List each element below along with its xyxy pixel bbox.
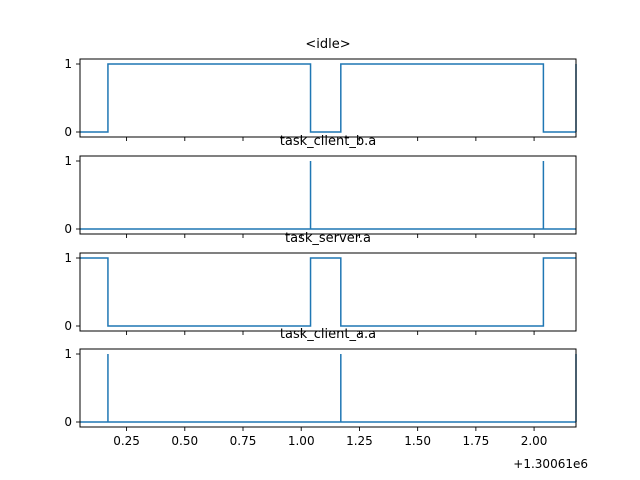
plot-frame-3 [79,252,577,332]
y-tick-label-4-0: 0 [64,415,72,429]
series-line-3 [80,257,576,327]
subplot-title-1: <idle> [305,37,350,52]
plot-frame-4 [79,348,577,428]
series-line-1 [80,63,576,133]
subplot-title-2: task_client_b.a [280,134,376,149]
series-line-4 [80,354,576,423]
series-line-2 [80,161,576,230]
x-tick-label-0: 0.25 [113,434,140,448]
y-tick-label-4-1: 1 [64,347,72,361]
subplot-title-4: task_client_a.a [280,327,376,342]
x-tick-label-2: 0.75 [230,434,257,448]
x-tick-label-7: 2.00 [521,434,548,448]
x-tick-label-5: 1.50 [404,434,431,448]
x-tick-label-4: 1.25 [346,434,373,448]
y-tick-label-3-1: 1 [64,251,72,265]
y-tick-label-1-0: 0 [64,125,72,139]
x-tick-label-6: 1.75 [463,434,490,448]
x-tick-label-3: 1.00 [288,434,315,448]
subplot-title-3: task_server.a [285,231,371,246]
y-tick-label-2-0: 0 [64,222,72,236]
plot-frame-2 [79,155,577,235]
plot-frame-1 [79,58,577,138]
x-axis-offset-label: +1.30061e6 [513,457,588,471]
y-tick-label-2-1: 1 [64,154,72,168]
x-tick-label-1: 0.50 [171,434,198,448]
y-tick-label-1-1: 1 [64,57,72,71]
y-tick-label-3-0: 0 [64,319,72,333]
